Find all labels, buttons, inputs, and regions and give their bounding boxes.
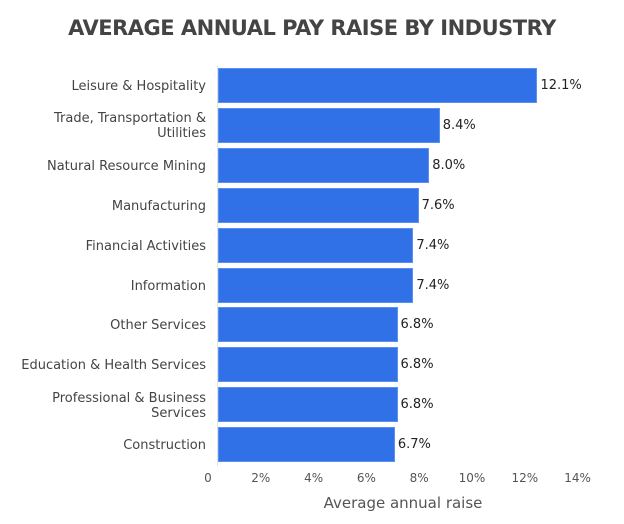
x-tick-label: 10%: [458, 471, 486, 485]
category-label: Natural Resource Mining: [46, 158, 206, 174]
x-tick-label: 4%: [304, 471, 324, 485]
bar: [218, 227, 414, 263]
category-label: Trade, Transportation & Utilities: [54, 111, 206, 142]
bar: [218, 427, 395, 463]
bar-row: Leisure & Hospitality 12.1%: [0, 68, 624, 105]
category-label: Construction: [123, 438, 206, 454]
category-label: Other Services: [110, 318, 206, 334]
bar: [218, 387, 398, 423]
value-label: 7.4%: [416, 237, 450, 253]
bar-row: Financial Activities 7.4%: [0, 227, 624, 265]
bar-row: Other Services 6.8%: [0, 307, 624, 344]
bar-row: Professional & Business Services 6.8%: [0, 387, 624, 424]
value-label: 7.6%: [421, 197, 455, 213]
bar-row: Trade, Transportation & Utilities 8.4%: [0, 107, 624, 145]
value-label: 12.1%: [540, 78, 582, 93]
bar-row: Natural Resource Mining 8.0%: [0, 147, 624, 185]
bar: [218, 187, 419, 223]
bar-row: Education & Health Services 6.8%: [0, 347, 624, 384]
x-tick-label: 2%: [251, 471, 271, 485]
x-tick-label: 14%: [564, 471, 591, 485]
bar-row: Information 7.4%: [0, 267, 624, 305]
bar: [218, 267, 414, 303]
value-label: 6.8%: [400, 317, 434, 333]
x-tick-label: 12%: [511, 471, 539, 485]
value-label: 8.0%: [432, 157, 466, 173]
bar: [218, 68, 538, 103]
bar-row: Manufacturing 7.6%: [0, 187, 624, 225]
y-axis-line: [217, 66, 218, 466]
x-tick-label: 8%: [409, 471, 429, 485]
category-label: Financial Activities: [85, 238, 206, 254]
value-label: 7.4%: [416, 277, 450, 293]
value-label: 6.7%: [397, 437, 431, 453]
bar-row: Construction 6.7%: [0, 427, 624, 464]
category-label: Information: [130, 278, 206, 294]
category-label: Leisure & Hospitality: [71, 79, 206, 94]
bar: [218, 147, 430, 183]
category-label: Professional & Business Services: [52, 390, 206, 421]
value-label: 6.8%: [400, 397, 434, 413]
bar: [218, 107, 440, 143]
x-tick-label: 6%: [356, 471, 376, 485]
chart-title: AVERAGE ANNUAL PAY RAISE BY INDUSTRY: [68, 16, 556, 40]
category-label: Education & Health Services: [21, 358, 206, 374]
value-label: 8.4%: [442, 117, 476, 133]
category-label: Manufacturing: [111, 198, 206, 214]
bar: [218, 347, 398, 383]
x-tick-label: 0: [204, 471, 212, 485]
bar: [218, 307, 398, 343]
value-label: 6.8%: [400, 357, 434, 373]
x-axis-label: Average annual raise: [323, 494, 483, 512]
